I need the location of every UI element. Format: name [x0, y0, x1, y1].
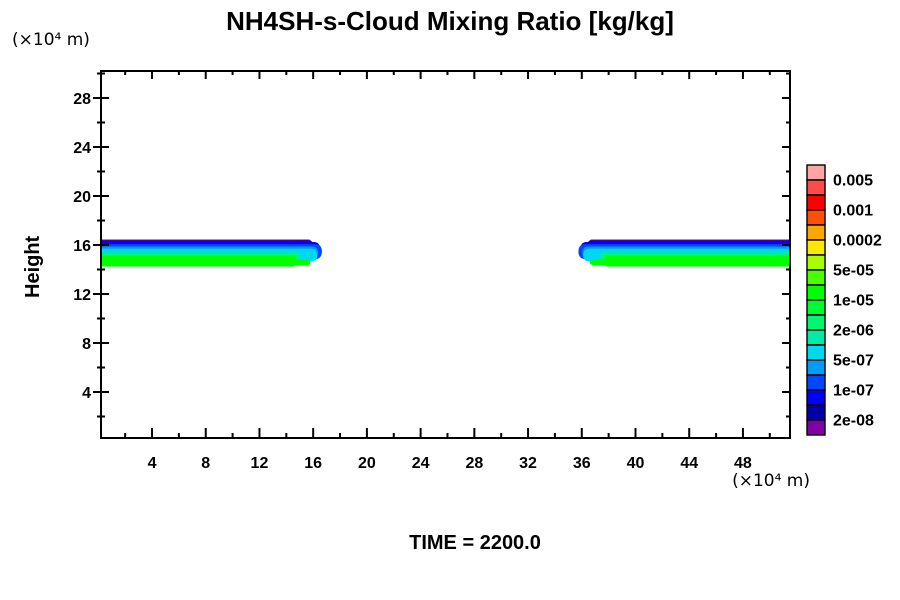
colorbar-cell	[806, 299, 826, 316]
colorbar-cell	[806, 179, 826, 196]
colorbar-cell	[806, 164, 826, 181]
colorbar-label: 5e-05	[833, 263, 874, 280]
colorbar-cell	[806, 284, 826, 301]
x-tick-label: 16	[304, 455, 322, 472]
colorbar-label: 1e-05	[833, 293, 874, 310]
x-tick-label: 8	[201, 455, 210, 472]
colorbar-cell	[806, 374, 826, 391]
colorbar-label: 1e-07	[833, 383, 874, 400]
x-tick-label: 36	[573, 455, 591, 472]
colorbar-cell	[806, 344, 826, 361]
cloud-band-bump-right	[589, 259, 610, 266]
cloud-band-left	[100, 255, 297, 267]
y-tick-label: 4	[82, 385, 91, 402]
x-tick-label: 48	[734, 455, 752, 472]
cloud-band-bump-left	[290, 259, 311, 266]
y-tick-label: 24	[73, 140, 91, 157]
x-axis-unit-label: (×10⁴ m)	[732, 471, 810, 491]
x-tick-label: 32	[519, 455, 537, 472]
colorbar-cell	[806, 269, 826, 286]
colorbar-cell	[806, 194, 826, 211]
colorbar-cell	[806, 359, 826, 376]
x-tick-label: 4	[148, 455, 157, 472]
y-tick-label: 28	[73, 91, 91, 108]
colorbar-cell	[806, 254, 826, 271]
x-tick-label: 24	[412, 455, 430, 472]
colorbar-label: 2e-08	[833, 413, 874, 430]
x-tick-label: 28	[465, 455, 483, 472]
y-tick-label: 16	[73, 238, 91, 255]
colorbar-cell	[806, 209, 826, 226]
x-tick-label: 20	[358, 455, 376, 472]
x-tick-label: 12	[251, 455, 269, 472]
colorbar-label: 5e-07	[833, 353, 874, 370]
y-tick-label: 8	[82, 336, 91, 353]
colorbar-cell	[806, 404, 826, 421]
y-tick-label: 12	[73, 287, 91, 304]
colorbar-cell	[806, 314, 826, 331]
colorbar-cell	[806, 389, 826, 406]
colorbar-cell	[806, 224, 826, 241]
x-tick-label: 44	[680, 455, 698, 472]
cloud-band-right	[603, 255, 791, 267]
chart-title: NH4SH-s-Cloud Mixing Ratio [kg/kg]	[226, 6, 674, 36]
colorbar-label: 2e-06	[833, 323, 874, 340]
colorbar-label: 0.001	[833, 203, 873, 220]
colorbar-label: 0.0002	[833, 233, 882, 250]
colorbar-label: 0.005	[833, 173, 873, 190]
colorbar-cell	[806, 329, 826, 346]
y-tick-label: 20	[73, 189, 91, 206]
colorbar-cell	[806, 239, 826, 256]
plot-frame	[100, 70, 791, 439]
time-annotation: TIME = 2200.0	[409, 532, 541, 554]
y-axis-unit-label: (×10⁴ m)	[12, 30, 90, 50]
colorbar-cell	[806, 419, 826, 436]
x-tick-label: 40	[627, 455, 645, 472]
